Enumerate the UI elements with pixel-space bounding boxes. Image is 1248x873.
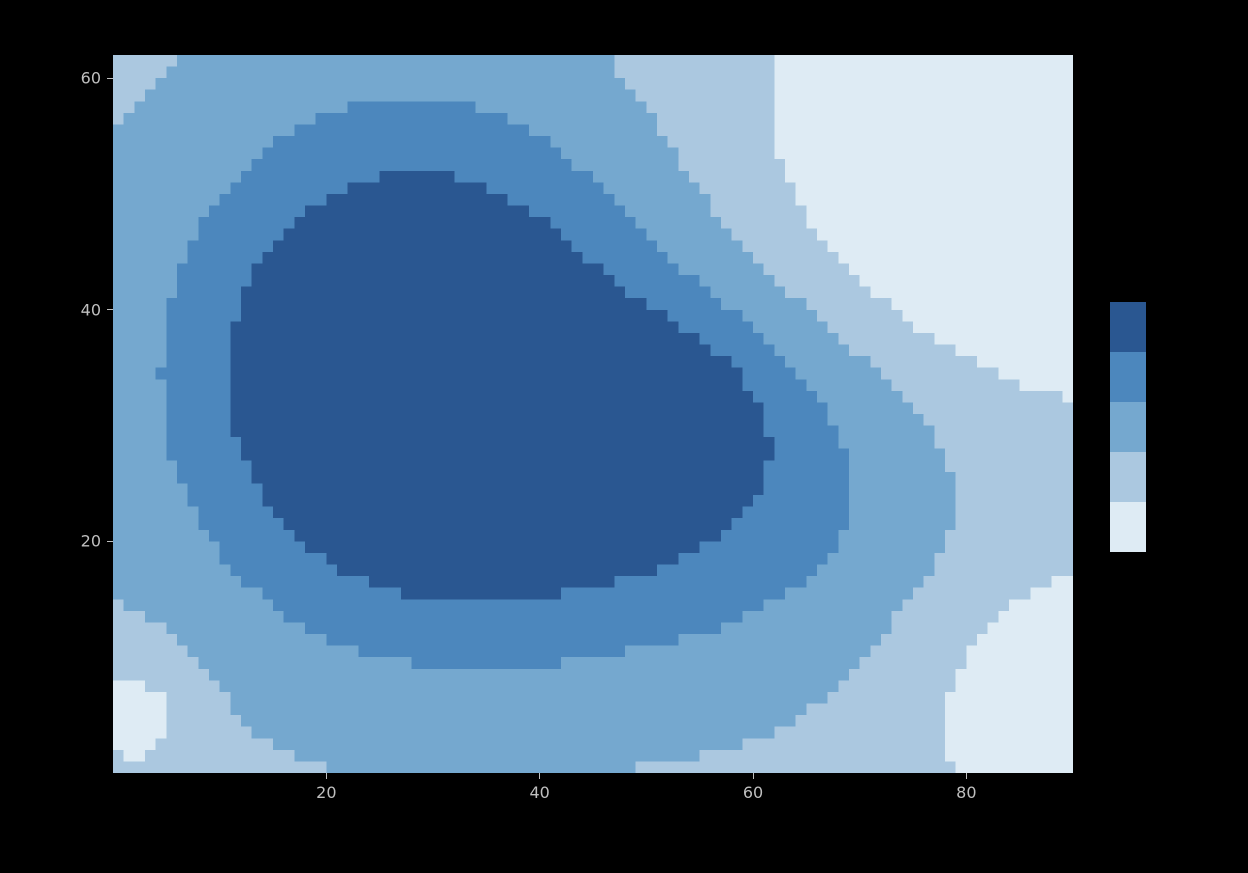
colorbar-swatch bbox=[1110, 402, 1146, 452]
colorbar bbox=[1110, 302, 1146, 552]
x-tick-mark bbox=[753, 773, 754, 779]
x-tick-mark bbox=[539, 773, 540, 779]
colorbar-swatch bbox=[1110, 352, 1146, 402]
heatmap-canvas bbox=[113, 55, 1073, 773]
y-tick-label: 20 bbox=[81, 532, 101, 551]
colorbar-swatch bbox=[1110, 452, 1146, 502]
plot-area bbox=[113, 55, 1073, 773]
x-tick-label: 40 bbox=[529, 783, 549, 802]
y-tick-label: 40 bbox=[81, 300, 101, 319]
y-tick-label: 60 bbox=[81, 69, 101, 88]
colorbar-swatch bbox=[1110, 502, 1146, 552]
y-tick-mark bbox=[107, 309, 113, 310]
y-tick-mark bbox=[107, 541, 113, 542]
y-tick-mark bbox=[107, 78, 113, 79]
x-tick-mark bbox=[326, 773, 327, 779]
x-tick-label: 80 bbox=[956, 783, 976, 802]
x-tick-label: 60 bbox=[743, 783, 763, 802]
colorbar-swatch bbox=[1110, 302, 1146, 352]
x-tick-mark bbox=[966, 773, 967, 779]
x-tick-label: 20 bbox=[316, 783, 336, 802]
